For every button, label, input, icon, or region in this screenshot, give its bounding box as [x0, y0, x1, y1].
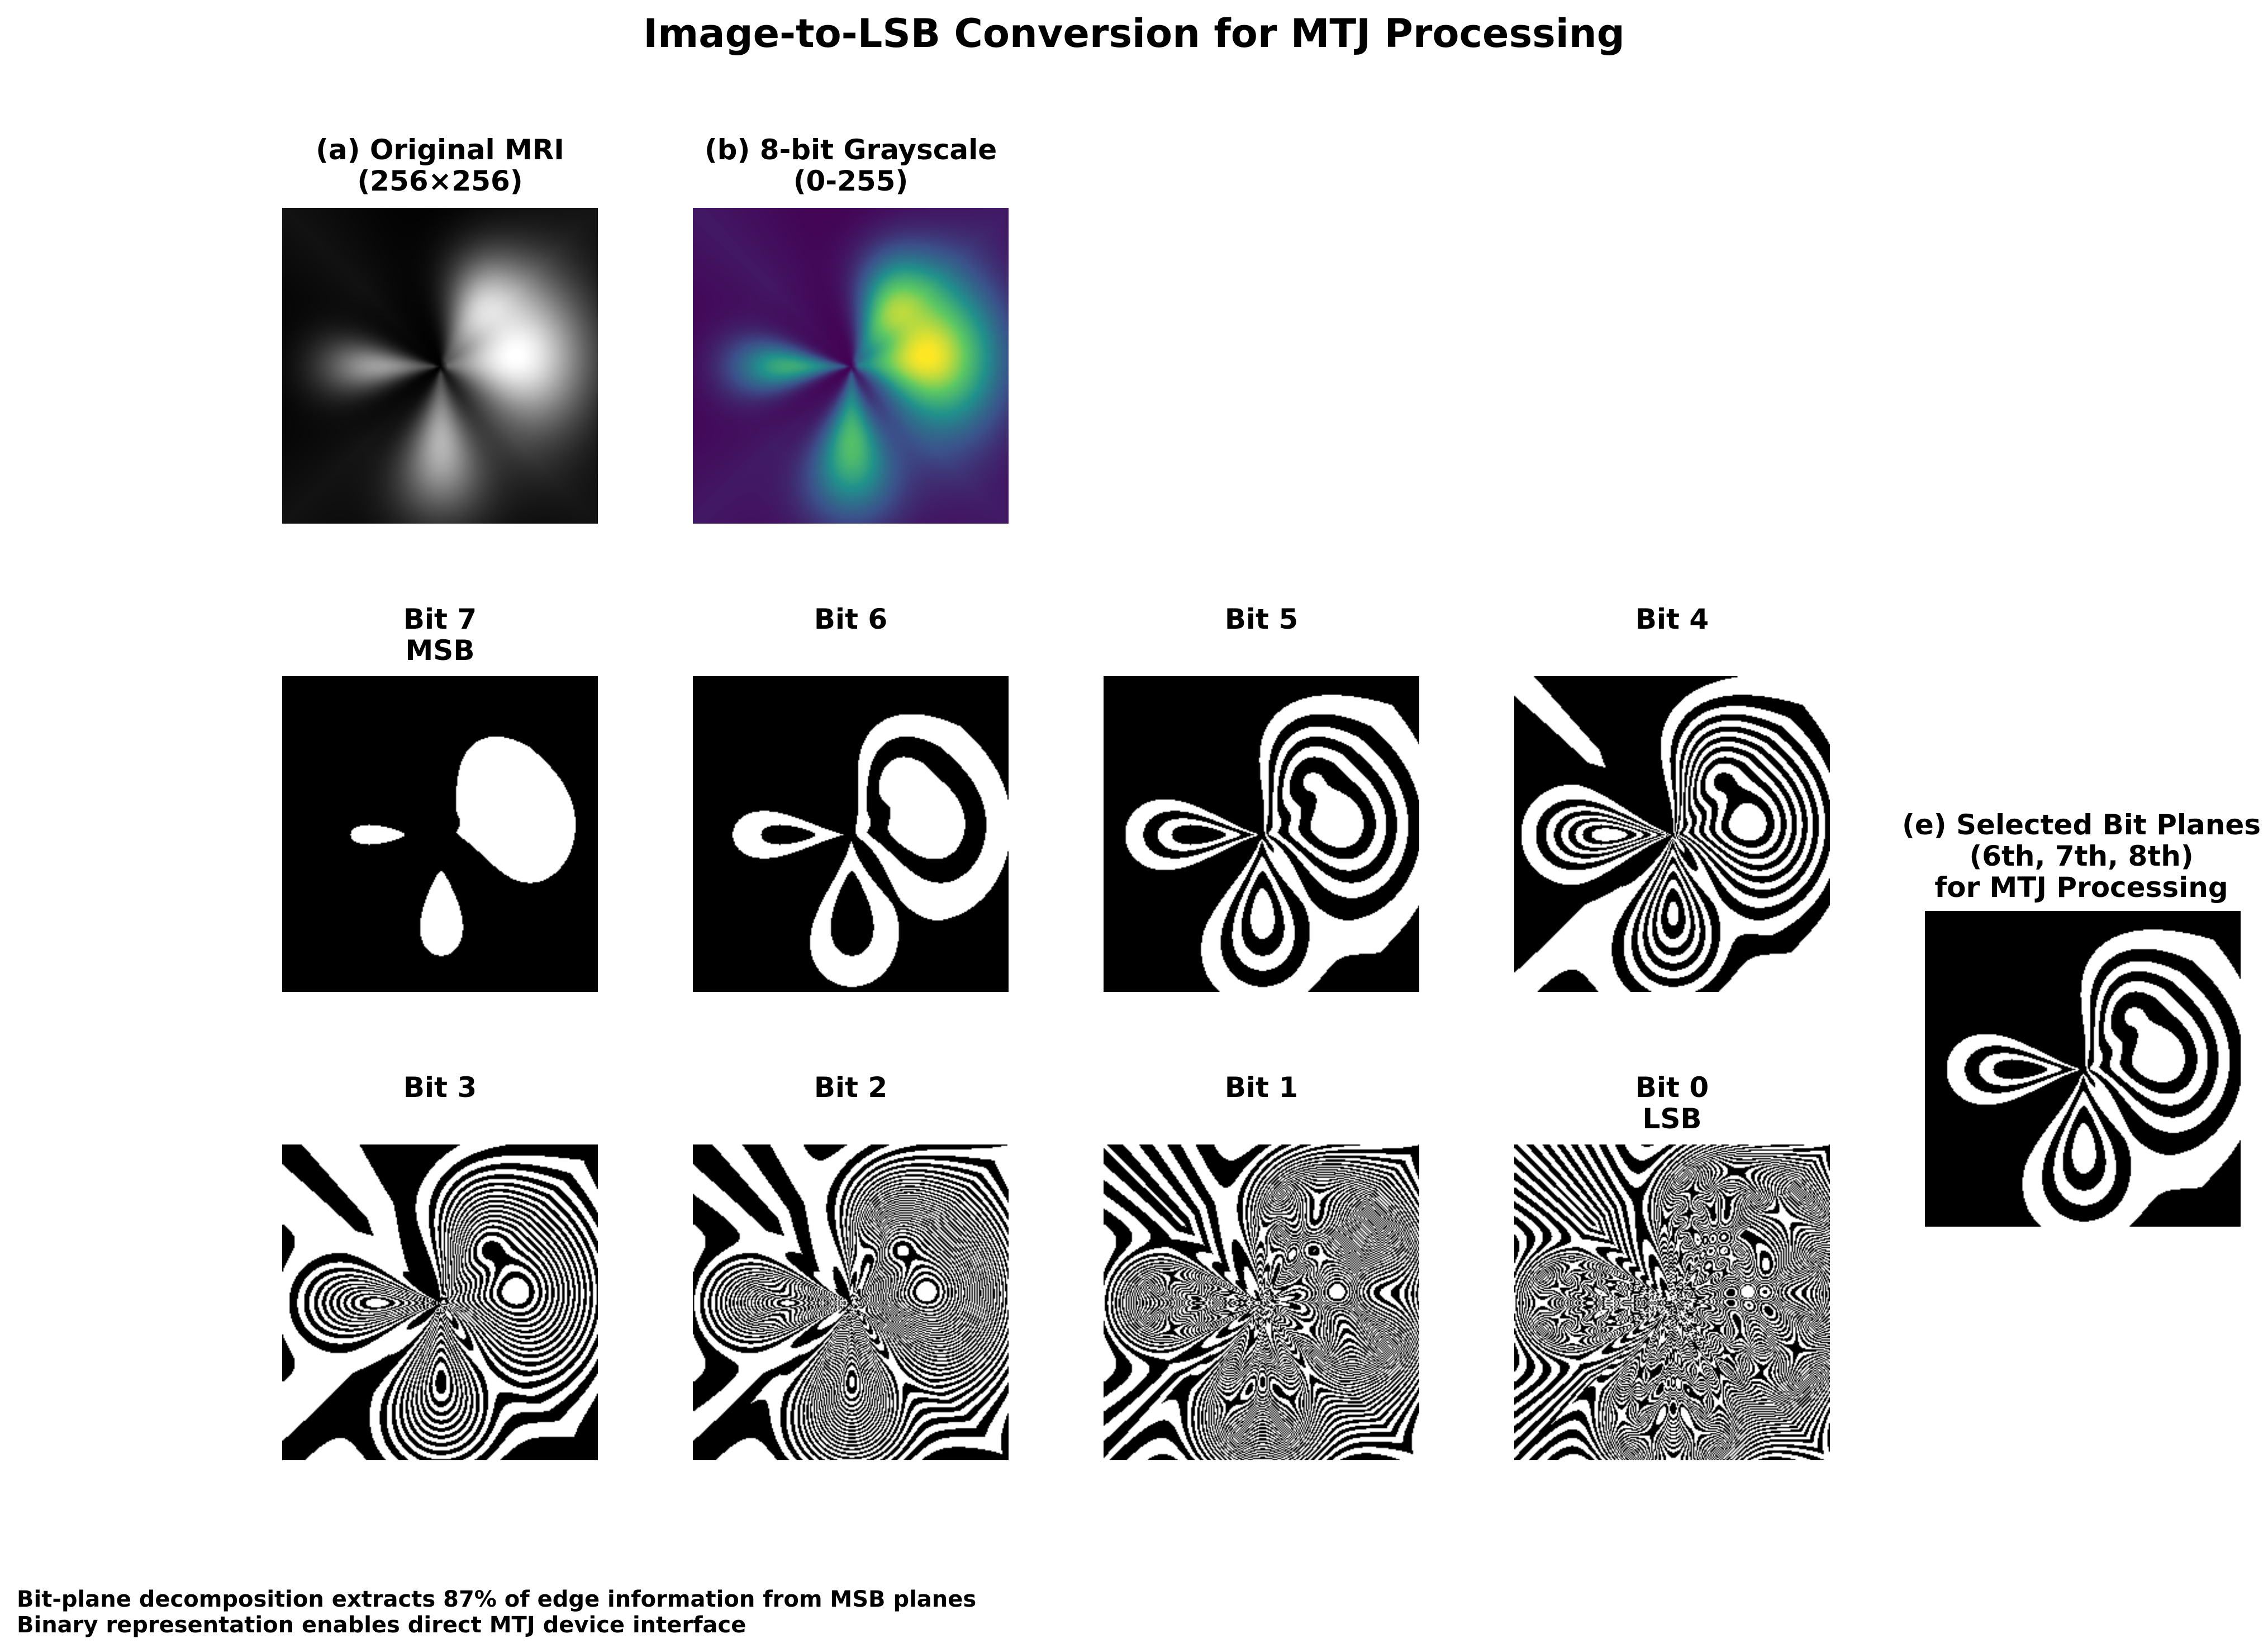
bit-0-title-line1: Bit 0 [1635, 1071, 1709, 1104]
bit-2-title: Bit 2 [693, 1072, 1009, 1103]
bit-2-title-line1: Bit 2 [814, 1071, 888, 1104]
panel-b-title: (b) 8-bit Grayscale (0-255) [693, 134, 1009, 197]
panel-b-title-line2: (0-255) [793, 165, 909, 197]
bit-6-title: Bit 6 [693, 604, 1009, 635]
footnote-line1: Bit-plane decomposition extracts 87% of … [17, 1587, 977, 1612]
bit-plane-2-image [693, 1144, 1009, 1460]
bit-7-title-line1: Bit 7 [403, 603, 477, 635]
bit-6-title-line1: Bit 6 [814, 603, 888, 635]
bit-1-title-line1: Bit 1 [1224, 1071, 1299, 1104]
bit-plane-5-image [1104, 676, 1419, 992]
bit-5-title-line1: Bit 5 [1224, 603, 1299, 635]
bit-3-title-line1: Bit 3 [403, 1071, 477, 1104]
figure-title: Image-to-LSB Conversion for MTJ Processi… [643, 11, 1625, 56]
bit-plane-4-image [1514, 676, 1830, 992]
bit-plane-1-image [1104, 1144, 1419, 1460]
bit-4-title: Bit 4 [1514, 604, 1830, 635]
grayscale-viridis-image [693, 208, 1009, 524]
bit-plane-7-image [282, 676, 598, 992]
panel-a-title-line1: (a) Original MRI [316, 134, 564, 166]
bit-7-title: Bit 7 MSB [282, 604, 598, 666]
panel-b-title-line1: (b) 8-bit Grayscale [704, 134, 997, 166]
bit-plane-0-image [1514, 1144, 1830, 1460]
panel-e-title: (e) Selected Bit Planes (6th, 7th, 8th) … [1900, 809, 2263, 903]
original-mri-image [282, 208, 598, 524]
panel-e-title-line1: (e) Selected Bit Planes [1902, 809, 2261, 841]
bit-4-title-line1: Bit 4 [1635, 603, 1709, 635]
bit-0-title: Bit 0 LSB [1514, 1072, 1830, 1134]
footnote-line2: Binary representation enables direct MTJ… [17, 1612, 747, 1638]
panel-a-title: (a) Original MRI (256×256) [282, 134, 598, 197]
panel-e-title-line3: for MTJ Processing [1934, 871, 2228, 904]
bit-0-title-line2: LSB [1642, 1103, 1702, 1135]
bit-5-title: Bit 5 [1104, 604, 1419, 635]
panel-e-title-line2: (6th, 7th, 8th) [1969, 840, 2194, 872]
bit-plane-6-image [693, 676, 1009, 992]
bit-3-title: Bit 3 [282, 1072, 598, 1103]
selected-bit-planes-image [1925, 911, 2241, 1227]
panel-a-title-line2: (256×256) [357, 165, 523, 197]
bit-1-title: Bit 1 [1104, 1072, 1419, 1103]
bit-plane-3-image [282, 1144, 598, 1460]
bit-7-title-line2: MSB [405, 634, 475, 667]
